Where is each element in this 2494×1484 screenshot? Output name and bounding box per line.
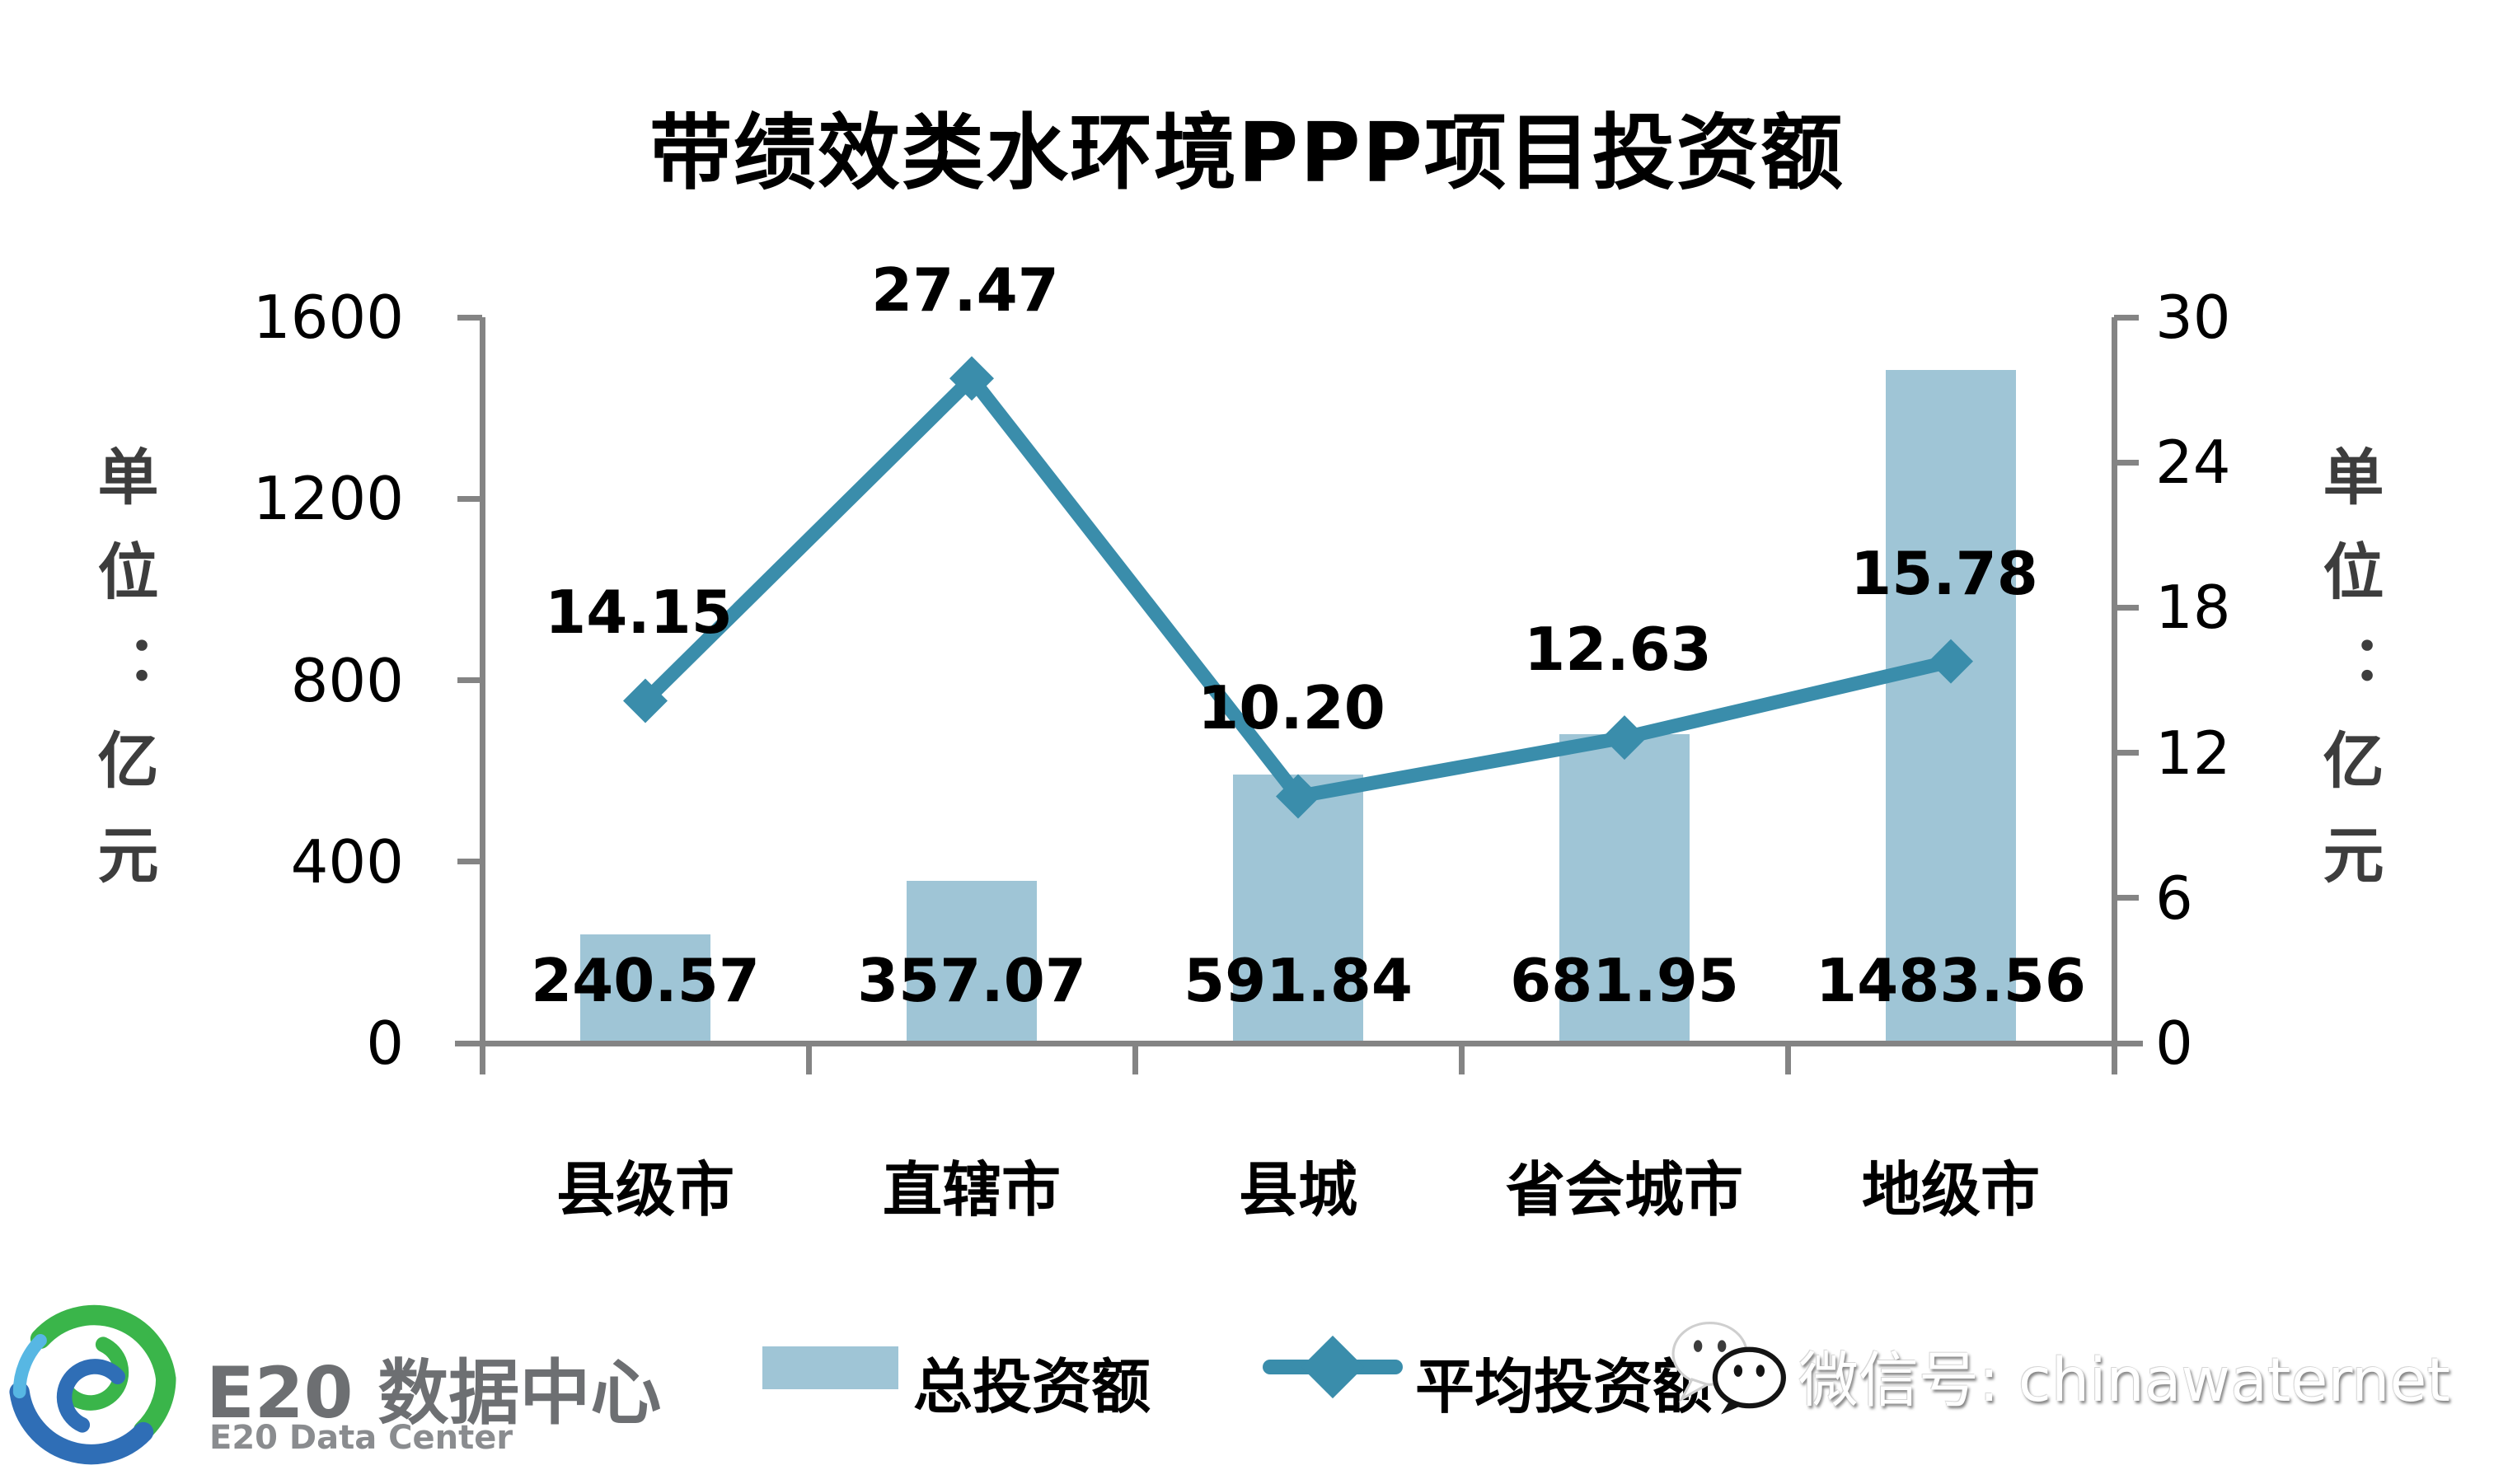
y-axis-tick-label: 0 (2155, 1009, 2193, 1078)
y-axis-tick-label: 0 (366, 1009, 404, 1078)
bar-value-label: 681.95 (1510, 946, 1739, 1015)
wechat-icon (1671, 1322, 1786, 1415)
x-axis-tick (1458, 1043, 1465, 1074)
bar-value-label: 591.84 (1184, 946, 1413, 1015)
y-axis-tick (457, 495, 482, 502)
y-axis-tick (2114, 459, 2139, 466)
y-axis-tick (2114, 314, 2139, 321)
y-axis-tick-label: 12 (2155, 718, 2231, 788)
x-axis-category-label: 县城 (1238, 1155, 1357, 1224)
bar (907, 881, 1037, 1043)
y-axis-tick-label: 6 (2155, 863, 2193, 933)
y-axis-tick (2114, 895, 2139, 901)
y-axis-tick-label: 800 (290, 645, 404, 715)
wechat-watermark-text: 微信号: chinawaternet (1798, 1346, 2450, 1416)
chart-title: 带绩效类水环境PPP项目投资额 (649, 105, 1845, 201)
left-axis-unit-label: 单位：亿元 (87, 445, 158, 918)
y-axis-tick (2114, 1040, 2139, 1046)
e20-logo-icon (9, 1304, 176, 1465)
x-axis-category-label: 直辖市 (882, 1155, 1061, 1224)
x-axis-tick (805, 1043, 812, 1074)
y-axis-tick (457, 859, 482, 865)
x-axis-category-label: 地级市 (1861, 1155, 2040, 1224)
line-value-label: 12.63 (1524, 615, 1712, 685)
line-value-label: 10.20 (1198, 673, 1385, 743)
y-axis-line-right (2111, 317, 2117, 1074)
bar (580, 934, 710, 1043)
y-axis-tick-label: 1200 (252, 464, 404, 534)
x-axis-category-label: 县级市 (556, 1155, 734, 1224)
y-axis-tick-label: 24 (2155, 428, 2231, 498)
y-axis-tick-label: 400 (290, 826, 404, 896)
y-axis-tick (457, 1040, 482, 1046)
y-axis-line-left (479, 317, 485, 1074)
legend-line-label: 平均投资额 (1415, 1352, 1713, 1421)
line-point-marker-icon (949, 356, 994, 401)
line-value-label: 14.15 (545, 578, 733, 648)
x-axis-tick (1132, 1043, 1138, 1074)
line-value-label: 15.78 (1850, 538, 2038, 608)
y-axis-tick (457, 314, 482, 321)
bar (1233, 775, 1363, 1043)
bar-value-label: 1483.56 (1816, 946, 2086, 1015)
x-axis-category-label: 省会城市 (1505, 1155, 1743, 1224)
x-axis-tick (479, 1043, 485, 1074)
line-point-marker-icon (623, 678, 668, 723)
x-axis-tick (1784, 1043, 1791, 1074)
y-axis-tick-label: 30 (2155, 283, 2231, 352)
e20-logo: E20 数据中心 E20 Data Center (8, 1294, 750, 1484)
legend-bar-label: 总投资额 (913, 1352, 1151, 1421)
right-axis-unit-label: 单位：亿元 (2313, 445, 2384, 918)
legend-bar-swatch (762, 1346, 898, 1389)
y-axis-tick (457, 677, 482, 683)
bar-value-label: 357.07 (857, 946, 1086, 1015)
y-axis-tick (2114, 604, 2139, 611)
x-axis-line (455, 1040, 2143, 1046)
y-axis-tick-label: 18 (2155, 573, 2231, 643)
x-axis-tick (2111, 1043, 2117, 1074)
line-value-label: 27.47 (871, 255, 1059, 325)
y-axis-tick-label: 1600 (252, 283, 404, 352)
bar-value-label: 240.57 (531, 946, 760, 1015)
e20-logo-subtitle: E20 Data Center (209, 1419, 513, 1457)
e20-logo-title: E20 数据中心 (206, 1352, 662, 1435)
y-axis-tick (2114, 750, 2139, 756)
